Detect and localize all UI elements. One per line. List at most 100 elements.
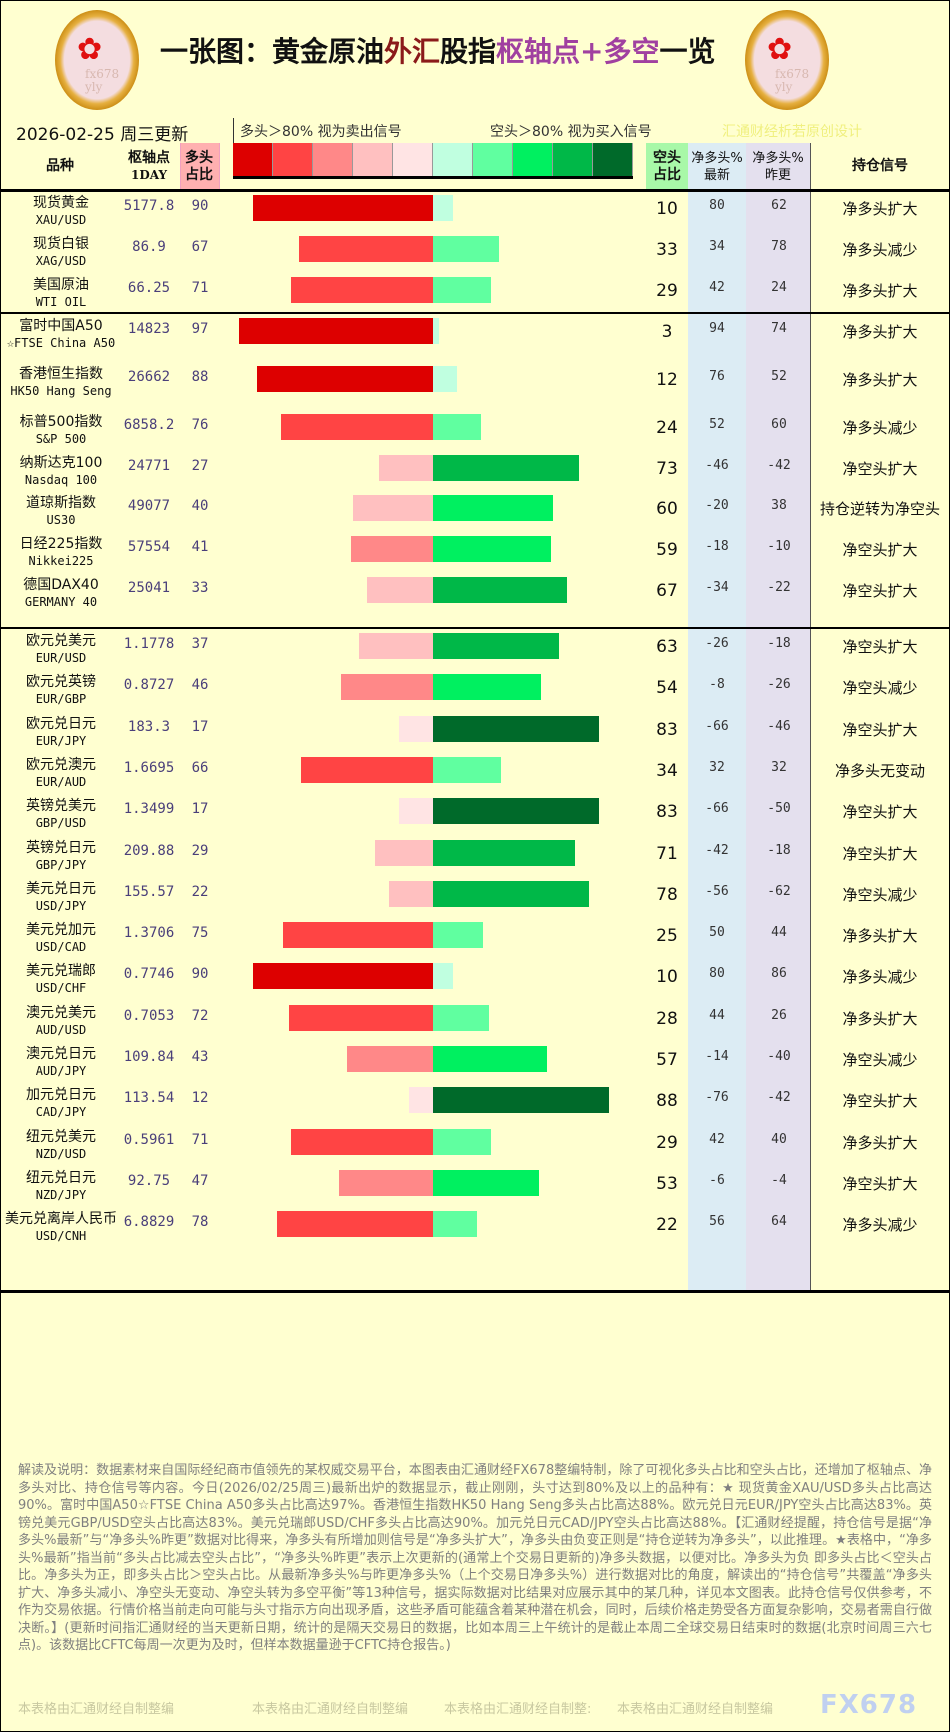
title-seg: 股指 (440, 35, 497, 68)
long-percent: 47 (191, 1172, 209, 1189)
short-bar (433, 1046, 547, 1072)
short-percent: 24 (656, 418, 678, 438)
table-row: 标普500指数 S&P 500 6858.2 76 24 52 60 净多头减少 (0, 409, 950, 450)
position-signal: 净多头扩大 (842, 200, 918, 218)
instrument-code: EUR/GBP (35, 692, 87, 707)
long-bar (301, 756, 433, 783)
title-seg: 枢轴点+多空 (496, 35, 660, 68)
short-percent: 71 (656, 843, 678, 864)
pivot-value: 57554 (127, 539, 171, 555)
net-long-prev: 32 (771, 759, 787, 775)
net-long-prev: -22 (767, 580, 791, 595)
short-bar (433, 318, 439, 344)
instrument-cn: 英镑兑日元 (26, 839, 96, 856)
instrument-name: 纳斯达克100 Nasdaq 100 (0, 455, 122, 489)
short-percent: 57 (656, 1050, 678, 1070)
scale-swatch (233, 143, 273, 176)
long-bar (257, 366, 433, 392)
long-percent: 37 (191, 636, 209, 652)
net-long-prev: 86 (771, 966, 787, 982)
short-bar (433, 633, 559, 659)
short-percent: 88 (656, 1091, 678, 1112)
short-percent: 10 (656, 199, 678, 219)
instrument-name: 欧元兑日元 EUR/JPY (0, 716, 122, 750)
short-bar (433, 1211, 477, 1238)
table-row: 欧元兑日元 EUR/JPY 183.3 17 83 -66 -46 净空头扩大 (0, 711, 950, 752)
pivot-value: 5177.8 (123, 198, 175, 214)
flower-icon: ✿ (77, 32, 103, 67)
long-bar (399, 798, 433, 825)
instrument-cn: 美元兑加元 (26, 922, 96, 939)
short-percent: 10 (656, 967, 678, 988)
short-percent: 25 (656, 926, 678, 947)
net-long-prev: -42 (767, 1090, 791, 1106)
pivot-value: 1.6695 (123, 759, 175, 776)
instrument-cn: 现货黄金 (33, 195, 89, 211)
long-bar (253, 963, 433, 990)
table-row: 道琼斯指数 US30 49077 40 60 -20 38 持仓逆转为净空头 (0, 490, 950, 531)
net-long-prev: 64 (771, 1214, 787, 1230)
net-long-latest: 56 (709, 1214, 725, 1230)
scale-swatch (273, 143, 313, 176)
instrument-name: 英镑兑日元 GBP/JPY (0, 840, 122, 874)
short-bar (433, 1169, 539, 1196)
instrument-name: 美元兑瑞郎 USD/CHF (0, 963, 122, 997)
short-percent: 3 (661, 322, 673, 342)
instrument-name: 香港恒生指数 HK50 Hang Seng (0, 366, 122, 400)
pivot-value: 6858.2 (123, 417, 175, 433)
instrument-name: 美国原油 WTI OIL (0, 277, 122, 311)
long-percent: 46 (191, 677, 209, 694)
long-bar (353, 495, 433, 521)
instrument-code: USD/JPY (35, 898, 87, 913)
net-long-latest: -34 (705, 580, 729, 595)
instrument-name: 英镑兑美元 GBP/USD (0, 798, 122, 832)
long-bar (253, 195, 433, 221)
instrument-code: NZD/USD (35, 1146, 87, 1161)
long-percent: 29 (191, 842, 209, 859)
net-long-latest: 44 (709, 1007, 725, 1023)
watermark: 本表格由汇通财经自制整编 (617, 1702, 774, 1717)
flower-icon: ✿ (767, 32, 793, 67)
table-row: 美元兑离岸人民币 USD/CNH 6.8829 78 22 56 64 净多头减… (0, 1206, 950, 1262)
position-signal: 净空头减少 (842, 679, 918, 698)
position-signal: 净空头扩大 (842, 720, 918, 739)
instrument-name: 纽元兑日元 NZD/JPY (0, 1170, 122, 1204)
credit-text: 汇通财经析若原创设计 (722, 124, 862, 140)
legend-short: 空头＞80% 视为买入信号 (490, 124, 652, 140)
short-bar (433, 963, 453, 990)
instrument-cn: 纽元兑美元 (26, 1128, 96, 1145)
instrument-code: USD/CNH (35, 1229, 87, 1244)
short-bar (433, 674, 541, 701)
position-signal: 净多头减少 (842, 241, 918, 259)
instrument-cn: 澳元兑日元 (26, 1046, 96, 1062)
net-long-prev: 26 (771, 1007, 787, 1023)
short-percent: 83 (656, 719, 678, 740)
update-date: 2026-02-25 周三更新 (16, 125, 189, 145)
net-long-prev: -18 (767, 842, 791, 858)
instrument-name: 富时中国A50 ☆FTSE China A50 (0, 318, 122, 352)
short-bar (433, 1004, 489, 1031)
short-bar (433, 414, 481, 440)
long-percent: 72 (191, 1007, 209, 1024)
col-header-net-latest: 净多头%最新 (691, 151, 743, 183)
long-percent: 67 (191, 239, 209, 255)
net-long-prev: 52 (771, 369, 787, 384)
long-percent: 88 (191, 369, 209, 385)
table-row: 欧元兑英镑 EUR/GBP 0.8727 46 54 -8 -26 净空头减少 (0, 669, 950, 710)
col-header-pivot: 枢轴点 1DAY (120, 150, 178, 184)
net-long-latest: -18 (705, 539, 729, 554)
net-long-latest: 52 (709, 417, 725, 432)
short-bar (433, 839, 575, 866)
instrument-name: 道琼斯指数 US30 (0, 495, 122, 529)
instrument-code: EUR/USD (35, 651, 87, 665)
net-long-prev: -50 (767, 801, 791, 817)
long-percent: 97 (191, 321, 209, 337)
table-row: 美国原油 WTI OIL 66.25 71 29 42 24 净多头扩大 (0, 272, 950, 313)
short-bar (433, 366, 457, 392)
instrument-name: 德国DAX40 GERMANY 40 (0, 577, 122, 611)
short-percent: 54 (656, 678, 678, 699)
section-divider (0, 312, 950, 314)
net-long-prev: 74 (771, 321, 787, 336)
instrument-name: 现货白银 XAG/USD (0, 236, 122, 270)
short-bar (433, 880, 589, 907)
